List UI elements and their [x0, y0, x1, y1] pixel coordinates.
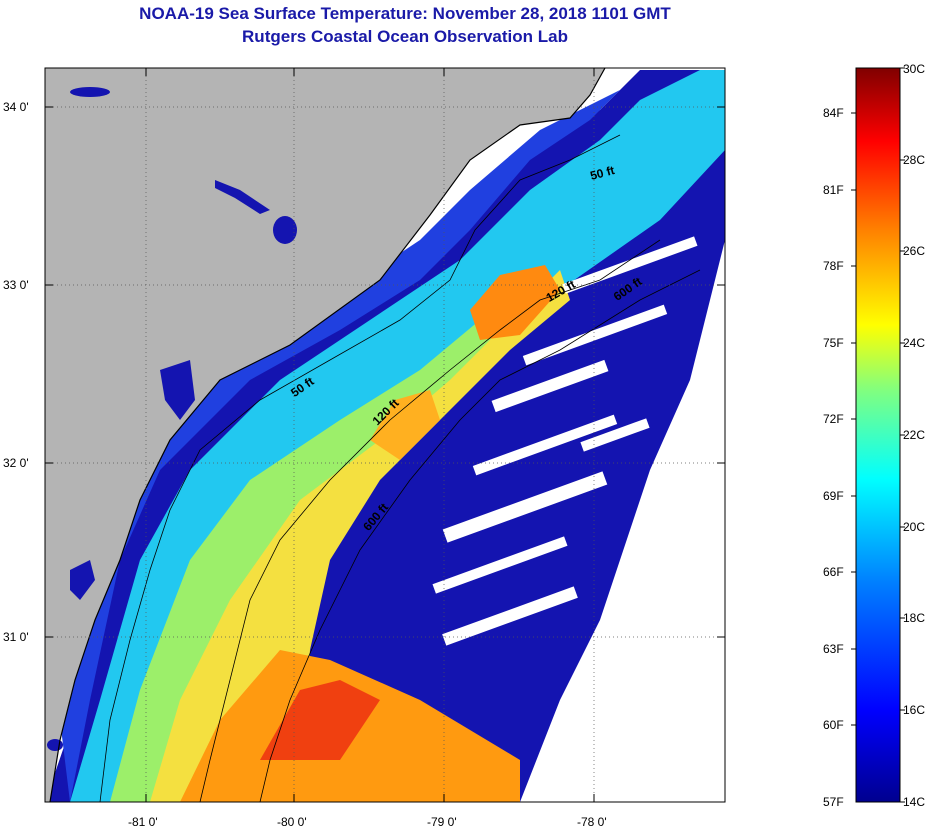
- isobath-600ft: [259, 269, 701, 802]
- colorbar-label-f: 63F: [823, 642, 844, 656]
- sst-shelf-yellow: [150, 270, 570, 802]
- colorbar-label-c: 30C: [903, 62, 926, 76]
- isobath-50ft: [99, 134, 621, 802]
- map-frame: [44, 67, 726, 803]
- colorbar-label-c: 16C: [903, 703, 926, 717]
- land: [45, 68, 605, 802]
- colorbar-label-c: 20C: [903, 520, 926, 534]
- lat-label-34: 34 0': [3, 100, 29, 114]
- sst-gulfstream-red: [260, 680, 380, 760]
- colorbar-label-f: 72F: [823, 412, 844, 426]
- inland-water: [47, 87, 297, 751]
- colorbar-label-c: 14C: [903, 795, 926, 809]
- graticule: [45, 68, 725, 802]
- colorbar-label-f: 75F: [823, 336, 844, 350]
- map-title: NOAA-19 Sea Surface Temperature: Novembe…: [139, 4, 671, 23]
- map-subtitle: Rutgers Coastal Ocean Observation Lab: [242, 27, 568, 46]
- colorbar-label-c: 28C: [903, 153, 926, 167]
- sst-nearshore-blue: [60, 90, 620, 802]
- lat-label-32: 32 0': [3, 456, 29, 470]
- colorbar-label-f: 66F: [823, 565, 844, 579]
- lon-label-80: -80 0': [277, 815, 307, 829]
- colorbar-label-f: 60F: [823, 718, 844, 732]
- lon-label-78: -78 0': [577, 815, 607, 829]
- colorbar-label-f: 78F: [823, 259, 844, 273]
- sst-warm-patch: [470, 265, 560, 340]
- coastline: [49, 68, 606, 802]
- colorbar-label-c: 18C: [903, 611, 926, 625]
- isobath-120ft: [199, 239, 661, 802]
- colorbar-label-f: 69F: [823, 489, 844, 503]
- colorbar: [855, 67, 901, 803]
- colorbar-label-f: 57F: [823, 795, 844, 809]
- lat-label-33: 33 0': [3, 278, 29, 292]
- axis-ticks: [45, 68, 725, 802]
- colorbar-ticks: [851, 67, 905, 803]
- lon-label-81: -81 0': [128, 815, 158, 829]
- colorbar-label-f: 84F: [823, 106, 844, 120]
- colorbar-label-f: 81F: [823, 183, 844, 197]
- lon-label-79: -79 0': [427, 815, 457, 829]
- colorbar-label-c: 22C: [903, 428, 926, 442]
- colorbar-label-c: 24C: [903, 336, 926, 350]
- colorbar-label-c: 26C: [903, 244, 926, 258]
- lat-label-31: 31 0': [3, 630, 29, 644]
- sst-warm-patch-2: [370, 390, 440, 460]
